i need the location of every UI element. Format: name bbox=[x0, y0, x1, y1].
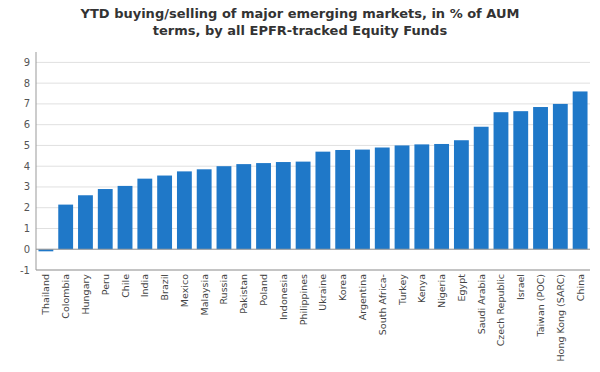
zero-line bbox=[36, 249, 590, 250]
grid-line bbox=[36, 103, 590, 104]
x-tick-label: Mexico bbox=[179, 274, 190, 307]
bar bbox=[414, 144, 429, 249]
x-tick-label: Turkey bbox=[397, 274, 408, 306]
x-tick-label: Israel bbox=[515, 274, 526, 300]
x-tick-label: Czech Republic bbox=[495, 274, 506, 346]
bar bbox=[454, 140, 469, 249]
y-axis-line bbox=[36, 52, 37, 270]
x-tick-label: South Africa- bbox=[377, 274, 388, 335]
grid-line bbox=[36, 270, 590, 271]
bar bbox=[78, 195, 93, 249]
y-tick-label: 2 bbox=[24, 202, 30, 213]
y-tick-label: 9 bbox=[24, 57, 30, 68]
bar bbox=[375, 148, 390, 250]
y-tick-label: 3 bbox=[24, 181, 30, 192]
bar bbox=[177, 171, 192, 249]
x-tick-label: Ukraine bbox=[317, 274, 328, 311]
bar bbox=[137, 179, 152, 250]
x-tick-label: Pakistan bbox=[238, 274, 249, 314]
x-tick-label: Russia bbox=[218, 274, 229, 305]
x-tick-label: Thailand bbox=[40, 274, 51, 316]
y-tick-label: -1 bbox=[20, 265, 30, 276]
x-tick-label: Brazil bbox=[159, 274, 170, 301]
bar bbox=[315, 152, 330, 250]
bar bbox=[296, 162, 311, 250]
bar bbox=[553, 104, 568, 249]
x-tick-label: Nigeria bbox=[436, 274, 447, 308]
bar bbox=[533, 107, 548, 249]
bar bbox=[474, 127, 489, 249]
bar bbox=[335, 150, 350, 249]
x-tick-label: Korea bbox=[337, 274, 348, 301]
bar bbox=[58, 205, 73, 250]
bar bbox=[434, 144, 449, 249]
bar bbox=[256, 163, 271, 249]
x-tick-label: Argentina bbox=[357, 274, 368, 320]
x-tick-label: India bbox=[139, 274, 150, 297]
x-tick-label: Peru bbox=[100, 274, 111, 295]
x-tick-label: Taiwan (POC) bbox=[535, 274, 546, 338]
x-tick-label: Poland bbox=[258, 274, 269, 306]
bar bbox=[276, 162, 291, 249]
bar bbox=[197, 169, 212, 249]
y-tick-label: 5 bbox=[24, 140, 30, 151]
x-tick-label: Malaysia bbox=[199, 274, 210, 316]
bar bbox=[494, 112, 509, 249]
y-tick-label: 7 bbox=[24, 98, 30, 109]
x-tick-label: Colombia bbox=[60, 274, 71, 319]
bar bbox=[118, 186, 133, 249]
y-tick-label: 1 bbox=[24, 223, 30, 234]
y-tick-label: 4 bbox=[24, 161, 30, 172]
chart: YTD buying/selling of major emerging mar… bbox=[0, 0, 600, 372]
x-tick-label: Kenya bbox=[416, 274, 427, 303]
y-tick-label: 8 bbox=[24, 78, 30, 89]
x-tick-label: Saudi Arabia bbox=[476, 274, 487, 334]
grid-line bbox=[36, 83, 590, 84]
y-tick-label: 6 bbox=[24, 119, 30, 130]
bar bbox=[157, 176, 172, 250]
x-tick-label: Hungary bbox=[80, 274, 91, 315]
bar bbox=[355, 150, 370, 250]
bars bbox=[38, 91, 587, 251]
x-tick-label: Indonesia bbox=[278, 274, 289, 320]
x-tick-label: Philippines bbox=[298, 274, 309, 325]
bar bbox=[98, 189, 113, 249]
grid-line bbox=[36, 62, 590, 63]
bar bbox=[513, 111, 528, 249]
bar bbox=[573, 91, 588, 249]
grid bbox=[36, 62, 590, 270]
title: YTD buying/selling of major emerging mar… bbox=[80, 6, 520, 38]
x-tick-label: Egypt bbox=[456, 274, 467, 302]
x-axis-line bbox=[36, 270, 590, 271]
bar bbox=[395, 145, 410, 249]
y-tick-label: 0 bbox=[24, 244, 30, 255]
x-tick-label: Chile bbox=[120, 274, 131, 298]
x-tick-label: China bbox=[575, 274, 586, 301]
x-tick-label: Hong Kong (SARC) bbox=[555, 274, 566, 362]
chart-container: YTD buying/selling of major emerging mar… bbox=[0, 0, 600, 372]
bar bbox=[236, 164, 251, 249]
bar bbox=[217, 166, 232, 249]
grid-line bbox=[36, 249, 590, 250]
